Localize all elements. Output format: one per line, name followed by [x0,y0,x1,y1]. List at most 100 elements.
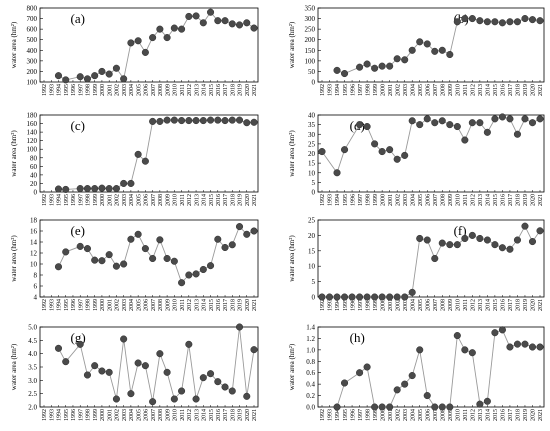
x-tick-label: 1995 [64,409,70,421]
data-point [325,293,334,301]
data-point [192,395,200,403]
x-tick-label: 2013 [478,409,484,421]
data-point [98,184,106,192]
x-tick-label: 2013 [478,194,484,206]
y-tick-label: 150 [305,47,316,55]
x-tick-label: 1994 [335,299,341,311]
panel-h: 0.0 0.2 0.4 0.6 0.8 1.0 1.2 1.4 1992 1993 1994 1995… [288,324,545,421]
x-tick-label: 2010 [456,409,462,421]
x-tick-label: 2021 [252,299,258,311]
x-tick-label: 2014 [486,299,492,311]
series-line [58,119,255,190]
data-point [476,400,484,408]
data-point [134,230,142,238]
data-point [214,235,222,243]
data-point [528,343,537,351]
x-tick-label: 2006 [144,409,150,421]
y-tick-label: 0.4 [306,381,315,389]
x-tick-label: 2018 [516,299,522,311]
data-point [62,248,70,256]
y-tick-label: 5 [312,278,316,286]
x-tick-label: 1993 [49,299,55,311]
x-tick-label: 1997 [358,299,364,311]
data-point [356,121,364,129]
data-point [401,151,409,159]
x-tick-label: 2000 [380,299,386,311]
data-point [468,349,476,357]
data-point [62,76,70,84]
y-tick-label: 100 [27,146,38,154]
data-point [62,185,70,193]
data-point [453,18,461,26]
x-tick-label: 1994 [335,409,341,421]
y-tick-label: 20 [30,180,38,188]
data-point [491,18,499,26]
data-point [393,155,401,163]
data-point [76,73,84,81]
y-tick-label: 200 [27,68,38,76]
x-tick-label: 2017 [223,194,229,206]
y-tick-label: 1.4 [306,324,315,332]
data-point [105,368,113,376]
y-tick-label: 600 [27,26,38,34]
y-tick-label: 25 [308,217,316,225]
x-tick-label: 2004 [410,409,416,421]
data-point [149,34,157,42]
x-tick-label: 1995 [64,299,70,311]
data-point [163,368,171,376]
data-point [341,293,349,301]
data-point [341,69,349,78]
data-point [386,293,394,301]
x-tick-label: 2016 [216,194,222,206]
x-tick-label: 2019 [523,194,529,206]
data-point [491,329,499,337]
x-tick-label: 2004 [410,84,416,96]
x-tick-label: 2009 [165,84,171,96]
x-tick-label: 1999 [93,409,99,421]
data-point [98,257,106,265]
x-tick-label: 2013 [194,84,200,96]
x-tick-label: 2020 [245,299,251,311]
data-point [483,236,491,244]
y-tick-label: 6 [34,283,38,291]
x-tick-label: 2005 [136,409,142,421]
x-tick-label: 2003 [122,409,128,421]
data-point [356,293,364,301]
plot-frame [317,219,545,298]
x-tick-label: 2007 [151,84,157,96]
data-point [431,119,439,127]
y-tick-label: 100 [305,57,316,65]
x-tick-label: 2009 [448,84,454,96]
x-tick-label: 2015 [493,84,499,96]
x-tick-label: 2004 [410,194,416,206]
x-tick-label: 2001 [107,409,113,421]
x-tick-label: 2005 [418,409,424,421]
y-tick-label: 20 [308,232,316,240]
data-point [513,340,521,348]
x-tick-label: 2010 [456,299,462,311]
data-point [461,15,469,23]
x-tick-label: 1999 [93,299,99,311]
x-tick-label: 1997 [358,194,364,206]
data-point [170,257,178,265]
data-point [318,293,326,301]
x-tick-label: 2003 [403,409,409,421]
x-tick-label: 2016 [501,409,507,421]
x-tick-label: 2003 [122,84,128,96]
x-tick-label: 1994 [335,194,341,206]
data-point [76,242,84,250]
x-tick-label: 2010 [173,194,179,206]
y-tick-label: 15 [308,160,316,168]
data-point [408,372,416,380]
data-point [416,346,424,354]
data-point [513,236,521,244]
x-tick-label: 2002 [395,299,401,311]
data-point [207,116,215,124]
x-tick-label: 1997 [78,299,84,311]
x-tick-label: 1998 [365,194,371,206]
x-tick-label: 2013 [194,409,200,421]
panel-a: 100 200 300 400 500 600 700 800 1992 1993 1994 1995… [10,5,259,96]
